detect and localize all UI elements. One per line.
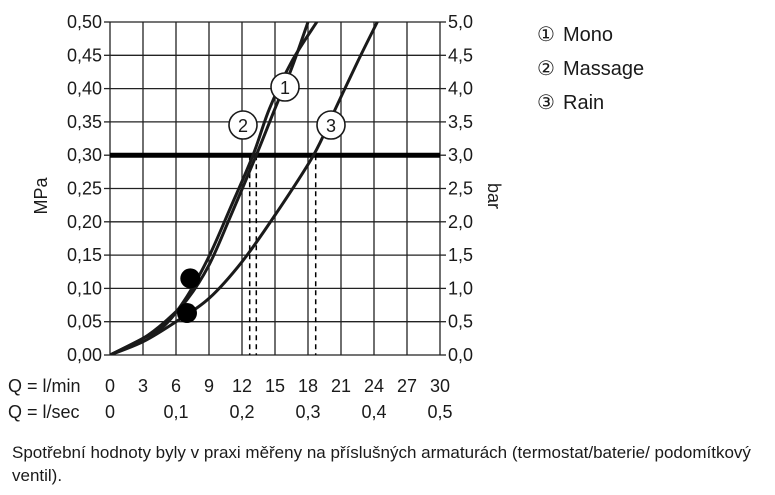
filled-marker bbox=[177, 303, 197, 324]
y-right-tick-label: 1,0 bbox=[448, 278, 473, 298]
x-row1-tick-label: 0 bbox=[105, 376, 115, 396]
tick-labels: 0,00 0,00,05 0,50,10 1,00,15 1,50,20 2,00,25 2… bbox=[67, 12, 473, 422]
x-row1-tick-label: 15 bbox=[265, 376, 285, 396]
legend-symbol: ① bbox=[537, 24, 555, 46]
x-row2-tick-label: 0,5 bbox=[427, 402, 452, 422]
legend: ① Mono ② Massage ③ Rain bbox=[537, 18, 644, 120]
grid bbox=[104, 21, 446, 356]
y-axis-right-label: bar bbox=[484, 183, 504, 209]
legend-item-massage: ② Massage bbox=[537, 52, 644, 86]
y-left-tick-label: 0,10 bbox=[67, 278, 102, 298]
y-left-tick-label: 0,25 bbox=[67, 179, 102, 199]
x-row1-tick-label: 18 bbox=[298, 376, 318, 396]
x-row1-tick-label: 21 bbox=[331, 376, 351, 396]
y-left-tick-label: 0,50 bbox=[67, 12, 102, 32]
x-row1-tick-label: 6 bbox=[171, 376, 181, 396]
y-right-tick-label: 0,5 bbox=[448, 312, 473, 332]
curve-labels: 1 2 3 bbox=[228, 72, 346, 140]
curve-label-number: 1 bbox=[280, 78, 290, 98]
legend-symbol: ③ bbox=[537, 92, 555, 114]
x-row2-tick-label: 0,2 bbox=[229, 402, 254, 422]
filled-marker bbox=[180, 268, 201, 289]
x-row2-label: Q = l/sec bbox=[8, 402, 80, 422]
x-row2-tick-label: 0,1 bbox=[163, 402, 188, 422]
x-row2-tick-label: 0 bbox=[105, 402, 115, 422]
x-row1-tick-label: 12 bbox=[232, 376, 252, 396]
curve-label-number: 2 bbox=[238, 116, 248, 136]
x-row1-tick-label: 24 bbox=[364, 376, 384, 396]
y-left-tick-label: 0,15 bbox=[67, 245, 102, 265]
y-right-tick-label: 2,5 bbox=[448, 179, 473, 199]
y-left-tick-label: 0,35 bbox=[67, 112, 102, 132]
x-row1-tick-label: 9 bbox=[204, 376, 214, 396]
y-left-tick-label: 0,00 bbox=[67, 345, 102, 365]
x-row1-label: Q = l/min bbox=[8, 376, 81, 396]
curve-label-number: 3 bbox=[326, 116, 336, 136]
x-row1-tick-label: 27 bbox=[397, 376, 417, 396]
y-right-tick-label: 2,0 bbox=[448, 212, 473, 232]
y-left-tick-label: 0,40 bbox=[67, 79, 102, 99]
curve-rain bbox=[110, 22, 379, 355]
x-row1-tick-label: 30 bbox=[430, 376, 450, 396]
y-right-tick-label: 1,5 bbox=[448, 245, 473, 265]
curve-label-circle bbox=[270, 72, 300, 102]
y-right-tick-label: 5,0 bbox=[448, 12, 473, 32]
legend-symbol: ② bbox=[537, 58, 555, 80]
y-left-tick-label: 0,05 bbox=[67, 312, 102, 332]
curve-label-circle bbox=[316, 110, 346, 140]
filled-markers bbox=[177, 268, 201, 324]
legend-label: Massage bbox=[563, 58, 645, 80]
y-left-tick-label: 0,45 bbox=[67, 45, 102, 65]
dashed-drop-lines bbox=[248, 155, 317, 355]
y-left-tick-label: 0,20 bbox=[67, 212, 102, 232]
x-row1-tick-label: 3 bbox=[138, 376, 148, 396]
legend-label: Mono bbox=[563, 24, 614, 46]
y-right-tick-label: 4,0 bbox=[448, 79, 473, 99]
y-right-tick-label: 3,0 bbox=[448, 145, 473, 165]
x-row2-tick-label: 0,3 bbox=[295, 402, 320, 422]
y-axis-left-label: MPa bbox=[31, 177, 51, 215]
legend-label: Rain bbox=[563, 92, 605, 114]
legend-item-mono: ① Mono bbox=[537, 18, 644, 52]
pressure-flow-chart: 12 3 0,00 0,00,05 0,50,10 1,00,15 1,50,20 2,00… bbox=[8, 12, 504, 422]
y-left-tick-label: 0,30 bbox=[67, 145, 102, 165]
legend-item-rain: ③ Rain bbox=[537, 86, 644, 120]
y-right-tick-label: 4,5 bbox=[448, 45, 473, 65]
curve-label-circle bbox=[228, 110, 258, 140]
footnote: Spotřební hodnoty byly v praxi měřeny na… bbox=[12, 443, 751, 485]
y-right-tick-label: 0,0 bbox=[448, 345, 473, 365]
x-row2-tick-label: 0,4 bbox=[361, 402, 386, 422]
y-right-tick-label: 3,5 bbox=[448, 112, 473, 132]
